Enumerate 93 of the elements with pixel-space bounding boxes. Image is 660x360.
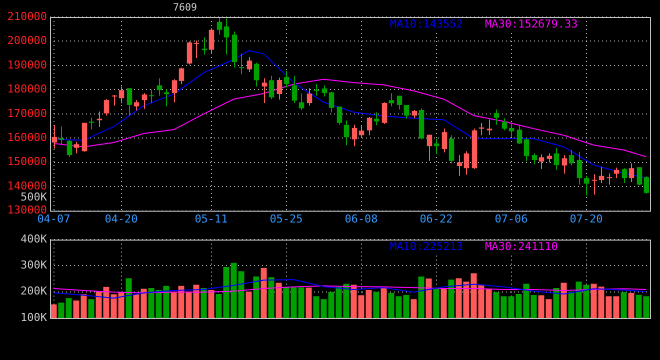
candlestick bbox=[358, 124, 364, 138]
candlestick bbox=[442, 128, 448, 153]
candlestick bbox=[186, 40, 192, 65]
x-tick-label: 06-22 bbox=[420, 212, 453, 226]
candlestick bbox=[314, 84, 320, 96]
candlestick bbox=[456, 154, 462, 176]
text: MA30:241110 bbox=[485, 240, 558, 253]
candlestick bbox=[148, 89, 154, 104]
candlestick bbox=[66, 140, 72, 158]
candlestick bbox=[306, 88, 312, 106]
candlestick bbox=[328, 91, 334, 113]
candlestick bbox=[388, 92, 394, 107]
candlestick bbox=[516, 124, 522, 145]
x-tick-label: 05-11 bbox=[194, 212, 228, 226]
candlestick bbox=[524, 138, 530, 162]
candlestick bbox=[382, 102, 388, 124]
x-tick-label: 06-08 bbox=[344, 212, 378, 226]
x-tick-label: 07-20 bbox=[570, 212, 603, 226]
candlestick bbox=[644, 176, 650, 194]
candlestick bbox=[96, 110, 102, 128]
candlestick bbox=[554, 147, 560, 170]
candlestick bbox=[486, 118, 492, 136]
text: 500K bbox=[20, 190, 48, 204]
candlestick bbox=[238, 53, 244, 75]
candlestick bbox=[126, 88, 132, 116]
candlestick bbox=[494, 109, 500, 126]
candlestick bbox=[426, 134, 432, 162]
candlestick bbox=[576, 151, 582, 186]
candlestick bbox=[58, 126, 64, 146]
x-tick-label: 07-06 bbox=[494, 212, 528, 226]
y-tick-label: 190000 bbox=[7, 58, 47, 72]
candlestick bbox=[404, 104, 410, 120]
candlestick bbox=[508, 123, 514, 138]
candlestick bbox=[344, 120, 350, 146]
candlestick bbox=[276, 77, 282, 100]
candlestick bbox=[374, 112, 380, 126]
y-tick-label: 400K bbox=[20, 232, 48, 246]
candlestick bbox=[636, 166, 642, 186]
y-tick-label: 180000 bbox=[7, 82, 47, 96]
y-tick-label: 100K bbox=[20, 310, 48, 324]
y-tick-label: 170000 bbox=[7, 106, 47, 120]
candlestick bbox=[464, 150, 470, 176]
candlestick bbox=[208, 28, 214, 54]
candlestick bbox=[284, 70, 290, 88]
candlestick bbox=[172, 78, 178, 103]
y-tick-label: 140000 bbox=[7, 179, 47, 192]
candlestick bbox=[224, 18, 230, 56]
text: MA10:225213 bbox=[390, 240, 463, 253]
candlestick bbox=[292, 75, 298, 104]
candlestick bbox=[628, 162, 634, 182]
candlestick bbox=[562, 154, 568, 174]
chart-title: 7609 bbox=[172, 2, 198, 14]
candlestick bbox=[194, 40, 200, 58]
candlestick bbox=[396, 95, 402, 110]
x-tick-label: 05-25 bbox=[270, 212, 303, 226]
text: MA10:143552 bbox=[390, 17, 463, 30]
candlestick bbox=[532, 152, 538, 165]
candlestick bbox=[322, 84, 328, 97]
text: MA30:152679.33 bbox=[485, 17, 578, 30]
y-tick-label: 200000 bbox=[7, 34, 47, 48]
candlestick bbox=[298, 93, 304, 111]
y-tick-label: 300K bbox=[20, 258, 48, 272]
y-tick-label: 150000 bbox=[7, 155, 47, 168]
candlestick bbox=[52, 124, 58, 150]
candlestick bbox=[622, 168, 628, 184]
candlestick bbox=[178, 67, 184, 85]
candlestick bbox=[246, 56, 252, 72]
candlestick bbox=[118, 86, 124, 104]
candlestick bbox=[448, 134, 454, 164]
y-tick-label: 160000 bbox=[7, 130, 47, 144]
candlestick bbox=[88, 117, 94, 130]
candlestick bbox=[366, 116, 372, 136]
candlestick bbox=[336, 106, 342, 126]
candlestick bbox=[216, 16, 222, 36]
candlestick bbox=[592, 174, 598, 196]
y-tick-label: 200K bbox=[20, 284, 48, 298]
candlestick bbox=[202, 36, 208, 56]
candlestick bbox=[104, 98, 110, 116]
candlestick bbox=[134, 100, 140, 112]
candlestick bbox=[598, 166, 604, 184]
y-tick-label: 210000 bbox=[7, 10, 47, 23]
candlestick bbox=[352, 124, 358, 147]
candlestick bbox=[584, 175, 590, 196]
candlestick bbox=[606, 172, 612, 186]
candlestick bbox=[254, 62, 260, 88]
candlestick bbox=[112, 94, 118, 106]
candlestick bbox=[142, 92, 148, 110]
candlestick bbox=[502, 118, 508, 131]
candlestick bbox=[568, 149, 574, 166]
x-tick-label: 04-20 bbox=[104, 212, 138, 226]
candlestick bbox=[268, 75, 274, 100]
candlestick bbox=[74, 141, 80, 154]
candlestick bbox=[262, 78, 268, 104]
